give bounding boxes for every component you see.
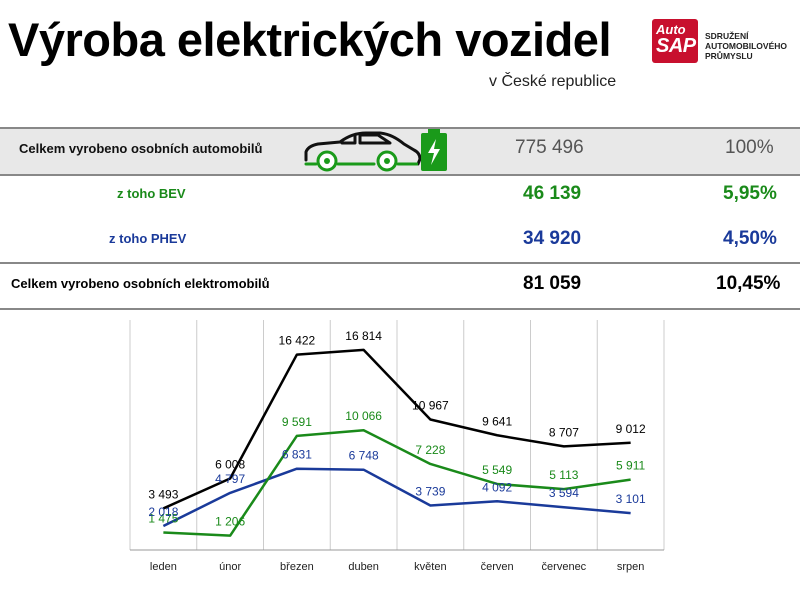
data-label-bev: 5 549 (482, 463, 512, 477)
x-tick-label: únor (219, 561, 241, 573)
x-tick-label: srpen (617, 561, 645, 573)
data-label-bev: 1 206 (215, 515, 245, 529)
data-label-total: 6 008 (215, 458, 245, 472)
total-percent: 100% (725, 137, 774, 158)
logo-caption: SDRUŽENÍ AUTOMOBILOVÉHO PRŮMYSLU (705, 31, 787, 61)
data-label-phev: 6 831 (282, 448, 312, 462)
data-label-phev: 3 739 (415, 485, 445, 499)
data-label-phev: 4 092 (482, 480, 512, 494)
total-row (0, 127, 800, 176)
production-line-chart: leden únor březen duben květen červen červenec… (129, 320, 665, 573)
data-label-bev: 5 113 (549, 468, 578, 482)
data-label-total: 8 707 (549, 425, 579, 439)
car-icon (304, 131, 422, 172)
x-tick-label: duben (348, 561, 379, 573)
x-tick-label: červenec (542, 561, 587, 573)
data-label-phev: 4 797 (215, 472, 245, 486)
series-line-phev (162, 467, 631, 528)
data-label-phev: 2 018 (148, 505, 178, 519)
autosap-logo: Auto SAP (652, 19, 698, 63)
bev-label: z toho BEV (117, 186, 186, 201)
ev-total-row (0, 262, 800, 310)
bev-value: 46 139 (523, 183, 582, 204)
page-subtitle: v České republice (489, 73, 617, 90)
data-label-total: 9 012 (616, 422, 646, 436)
data-label-bev: 7 228 (415, 443, 445, 457)
data-label-bev: 1 475 (148, 511, 178, 525)
data-label-phev: 6 748 (349, 449, 379, 463)
series-line-bev (163, 428, 631, 537)
phev-label: z toho PHEV (109, 231, 187, 246)
data-label-phev: 3 594 (549, 486, 579, 500)
ev-total-label: Celkem vyrobeno osobních elektromobilů (11, 276, 270, 291)
bev-percent: 5,95% (723, 183, 777, 204)
page-title: Výroba elektrických vozidel (8, 13, 612, 66)
phev-percent: 4,50% (723, 228, 777, 249)
data-label-total: 16 814 (345, 329, 382, 343)
data-label-total: 10 967 (412, 398, 449, 412)
logo-caption-line2: AUTOMOBILOVÉHO (705, 41, 788, 51)
ev-total-percent: 10,45% (716, 273, 781, 294)
data-label-bev: 5 911 (616, 459, 645, 473)
x-tick-label: březen (280, 561, 314, 573)
series-line-total (162, 348, 631, 510)
battery-charging-icon (421, 129, 447, 171)
data-label-total: 16 422 (279, 334, 316, 348)
data-label-bev: 9 591 (282, 415, 312, 429)
x-tick-label: leden (150, 561, 177, 573)
logo-caption-line1: SDRUŽENÍ (705, 31, 749, 41)
data-label-bev: 10 066 (345, 409, 382, 423)
x-tick-label: červen (481, 561, 514, 573)
data-label-total: 3 493 (148, 487, 178, 501)
ev-total-value: 81 059 (523, 273, 582, 294)
logo-auto-text: Auto (656, 22, 686, 37)
data-label-phev: 3 101 (616, 492, 646, 506)
x-tick-label: květen (414, 561, 446, 573)
logo-sap-text: SAP (656, 35, 696, 57)
total-label: Celkem vyrobeno osobních automobilů (19, 141, 263, 156)
total-value: 775 496 (515, 137, 584, 158)
logo-caption-line3: PRŮMYSLU (705, 51, 753, 61)
data-label-total: 9 641 (482, 414, 512, 428)
phev-value: 34 920 (523, 228, 582, 249)
